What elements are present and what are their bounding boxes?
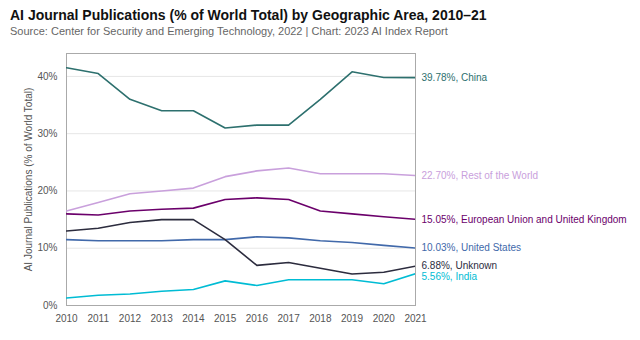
svg-text:10%: 10%	[37, 242, 57, 253]
svg-text:2012: 2012	[119, 313, 142, 324]
svg-text:2010: 2010	[55, 313, 78, 324]
svg-text:2019: 2019	[341, 313, 364, 324]
svg-text:40%: 40%	[37, 71, 57, 82]
svg-text:20%: 20%	[37, 185, 57, 196]
svg-text:30%: 30%	[37, 128, 57, 139]
svg-text:2013: 2013	[151, 313, 174, 324]
svg-text:15.05%, European Union and Uni: 15.05%, European Union and United Kingdo…	[422, 214, 627, 225]
svg-text:2016: 2016	[246, 313, 269, 324]
svg-text:2011: 2011	[87, 313, 109, 324]
svg-text:5.56%, India: 5.56%, India	[422, 271, 478, 282]
svg-text:2017: 2017	[277, 313, 300, 324]
svg-text:2018: 2018	[309, 313, 332, 324]
svg-text:22.70%, Rest of the World: 22.70%, Rest of the World	[422, 170, 539, 181]
svg-text:AI Journal Publications (% of: AI Journal Publications (% of World Tota…	[23, 88, 34, 272]
html-text:AI Journal Publications (% of: AI Journal Publications (% of World Tota…	[10, 7, 487, 23]
svg-text:0%: 0%	[43, 300, 58, 311]
svg-text:10.03%, United States: 10.03%, United States	[422, 242, 522, 253]
svg-text:2014: 2014	[182, 313, 205, 324]
svg-text:2015: 2015	[214, 313, 237, 324]
svg-text:2021: 2021	[404, 313, 427, 324]
svg-text:2020: 2020	[373, 313, 396, 324]
svg-text:39.78%, China: 39.78%, China	[422, 72, 488, 83]
html-text:Source: Center for Security an: Source: Center for Security and Emerging…	[10, 25, 448, 37]
svg-text:6.88%, Unknown: 6.88%, Unknown	[422, 260, 498, 271]
